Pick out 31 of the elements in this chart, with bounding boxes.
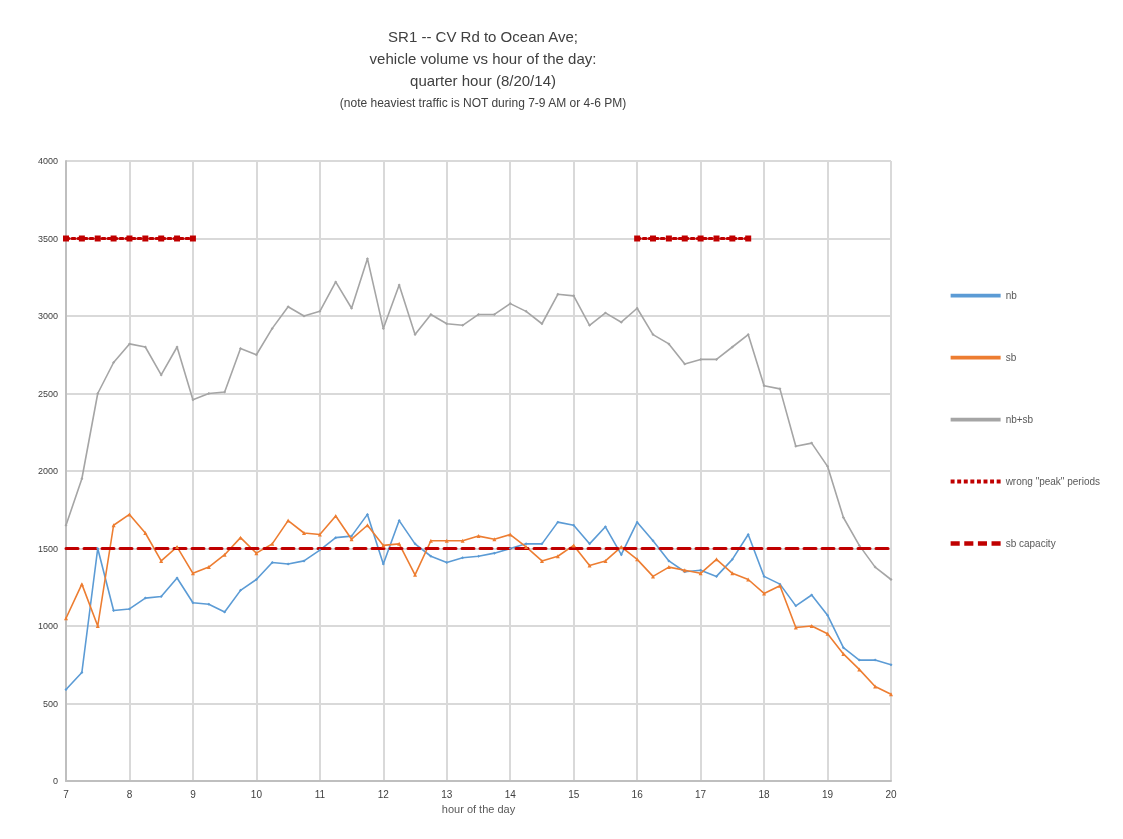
legend-label: sb [1005, 352, 1017, 363]
x-tick-label: 12 [377, 788, 390, 800]
x-tick-label: 17 [695, 788, 707, 800]
y-tick-label: 4000 [37, 156, 58, 166]
legend-label: nb+sb [1005, 414, 1034, 425]
x-tick-label: 14 [504, 788, 517, 800]
x-tick-label: 9 [190, 788, 197, 800]
chart-subtitle: (note heaviest traffic is NOT during 7-9 AM or 4-6 PM) [339, 96, 627, 110]
x-tick-label: 8 [126, 788, 133, 800]
x-tick-label: 20 [885, 788, 897, 800]
x-tick-label: 16 [631, 788, 644, 800]
x-tick-label: 13 [441, 788, 453, 800]
y-tick-label: 500 [42, 698, 58, 709]
legend-label: nb [1005, 290, 1018, 301]
x-tick-label: 19 [821, 788, 834, 800]
chart-title: SR1 -- CV Rd to Ocean Ave; vehicle volume vs hour of the day: quarter hour (8/20/14) [369, 27, 597, 89]
y-tick-label: 0 [52, 776, 58, 786]
y-tick-label: 3000 [37, 311, 58, 321]
x-tick-label: 11 [314, 788, 326, 800]
y-tick-label: 1000 [37, 621, 58, 631]
legend-label: wrong "peak" periods [1004, 476, 1100, 487]
y-tick-label: 3500 [37, 233, 58, 244]
y-tick-label: 1500 [37, 543, 58, 554]
x-tick-label: 18 [758, 788, 771, 800]
x-tick-label: 10 [250, 788, 263, 800]
x-tick-label: 7 [63, 788, 70, 800]
y-tick-label: 2000 [37, 466, 58, 476]
x-tick-label: 15 [568, 788, 580, 800]
legend-label: sb capacity [1005, 538, 1056, 549]
y-tick-label: 2500 [37, 388, 58, 399]
x-axis-title: hour of the day [441, 803, 516, 816]
